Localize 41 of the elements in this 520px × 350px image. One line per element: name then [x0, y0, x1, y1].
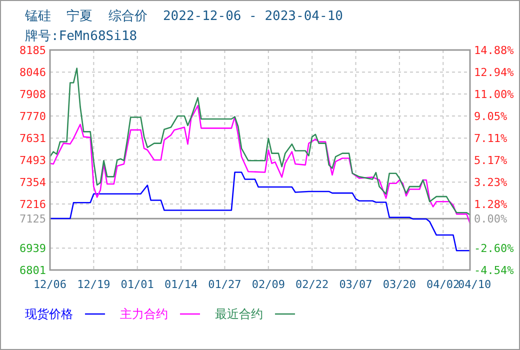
x-tick-label: 03/20 — [382, 278, 416, 291]
y2-tick-label: 1.28% — [474, 198, 508, 211]
x-tick-label: 12/19 — [77, 278, 110, 291]
legend-label: 最近合约 — [215, 307, 263, 321]
y-tick-label: 7631 — [20, 132, 46, 145]
legend-label: 主力合约 — [120, 307, 168, 321]
y2-tick-label: 7.11% — [474, 132, 508, 145]
x-tick-label: 04/10 — [458, 278, 492, 291]
x-tick-label: 12/06 — [33, 278, 67, 291]
y-tick-label: 7770 — [20, 110, 46, 123]
y2-tick-label: 12.94% — [474, 66, 514, 79]
x-tick-label: 01/01 — [120, 278, 154, 291]
line-series — [49, 104, 471, 224]
y-tick-label: 7216 — [20, 198, 46, 211]
y2-tick-label: 0.00% — [474, 212, 508, 226]
y-tick-label: 7354 — [20, 176, 46, 189]
y2-tick-label: -4.54% — [474, 264, 514, 277]
line-series — [49, 172, 471, 252]
chart-subtitle: 牌号:FeMn68Si18 — [25, 29, 138, 44]
y-tick-label: 6939 — [20, 242, 46, 255]
y-tick-label: 6801 — [20, 264, 46, 277]
y-tick-label: 8185 — [20, 44, 46, 57]
x-tick-label: 04/02 — [426, 278, 460, 291]
y2-tick-label: 5.17% — [474, 154, 508, 167]
x-tick-label: 01/27 — [208, 278, 242, 291]
line-series — [49, 68, 471, 216]
y-tick-label: 7125 — [20, 212, 46, 226]
y2-tick-label: -2.60% — [474, 242, 514, 255]
x-tick-label: 02/09 — [252, 278, 285, 291]
x-tick-label: 03/07 — [339, 278, 372, 291]
y2-tick-label: 9.05% — [474, 110, 508, 123]
chart-title: 锰硅 宁夏 综合价 2022-12-06 - 2023-04-10 — [24, 8, 343, 24]
y-tick-label: 8046 — [20, 66, 46, 79]
x-tick-label: 02/22 — [296, 278, 329, 291]
legend-label: 现货价格 — [25, 307, 73, 321]
x-tick-label: 01/14 — [164, 278, 198, 291]
y2-tick-label: 14.88% — [474, 44, 514, 57]
y-tick-label: 7493 — [20, 154, 46, 167]
y2-tick-label: 3.23% — [474, 176, 508, 189]
y-tick-label: 7908 — [20, 88, 46, 101]
y2-tick-label: 11.00% — [474, 88, 514, 101]
